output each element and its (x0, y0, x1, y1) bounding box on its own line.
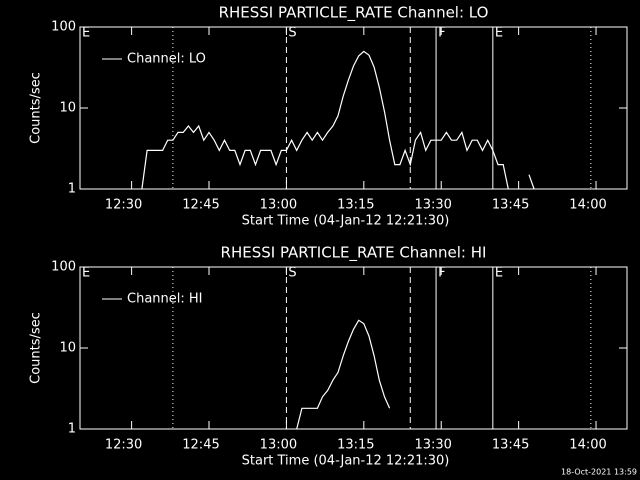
marker-label: F (438, 266, 445, 281)
x-axis-title: Start Time (04-Jan-12 12:21:30) (242, 214, 450, 229)
x-tick-label: 12:45 (182, 198, 219, 213)
x-tick-label: 13:30 (414, 198, 451, 213)
marker-label: E (82, 266, 90, 281)
y-tick-label: 10 (59, 101, 76, 116)
x-tick-label: 12:45 (182, 438, 219, 453)
y-axis-title: Counts/sec (29, 72, 44, 144)
x-tick-label: 13:00 (260, 198, 297, 213)
marker-label: E (495, 26, 503, 41)
legend-label: Channel: LO (127, 52, 206, 67)
x-axis-title: Start Time (04-Jan-12 12:21:30) (242, 454, 450, 469)
series-line (296, 319, 391, 430)
chart-title: RHESSI PARTICLE_RATE Channel: LO (219, 4, 489, 23)
y-axis-title: Counts/sec (29, 312, 44, 384)
x-tick-label: 13:30 (414, 438, 451, 453)
chart-title: RHESSI PARTICLE_RATE Channel: HI (221, 244, 487, 263)
x-tick-label: 14:00 (569, 198, 606, 213)
y-tick-label: 100 (51, 260, 76, 275)
marker-label: S (288, 26, 296, 41)
x-tick-label: 13:45 (492, 438, 529, 453)
legend-label: Channel: HI (127, 292, 203, 307)
y-tick-label: 1 (68, 182, 76, 197)
y-tick-label: 1 (68, 422, 76, 437)
x-tick-label: 13:15 (337, 198, 374, 213)
x-tick-label: 13:00 (260, 438, 297, 453)
x-tick-label: 12:30 (105, 438, 142, 453)
marker-label: E (495, 266, 503, 281)
footer: 18-Oct-2021 13:59 (561, 468, 637, 477)
marker-label: S (288, 266, 296, 281)
x-tick-label: 12:30 (105, 198, 142, 213)
x-tick-label: 13:45 (492, 198, 529, 213)
x-tick-label: 14:00 (569, 438, 606, 453)
y-tick-label: 100 (51, 20, 76, 35)
y-tick-label: 10 (59, 341, 76, 356)
marker-label: E (82, 26, 90, 41)
series-line (141, 50, 535, 190)
marker-label: F (438, 26, 445, 41)
x-tick-label: 13:15 (337, 438, 374, 453)
